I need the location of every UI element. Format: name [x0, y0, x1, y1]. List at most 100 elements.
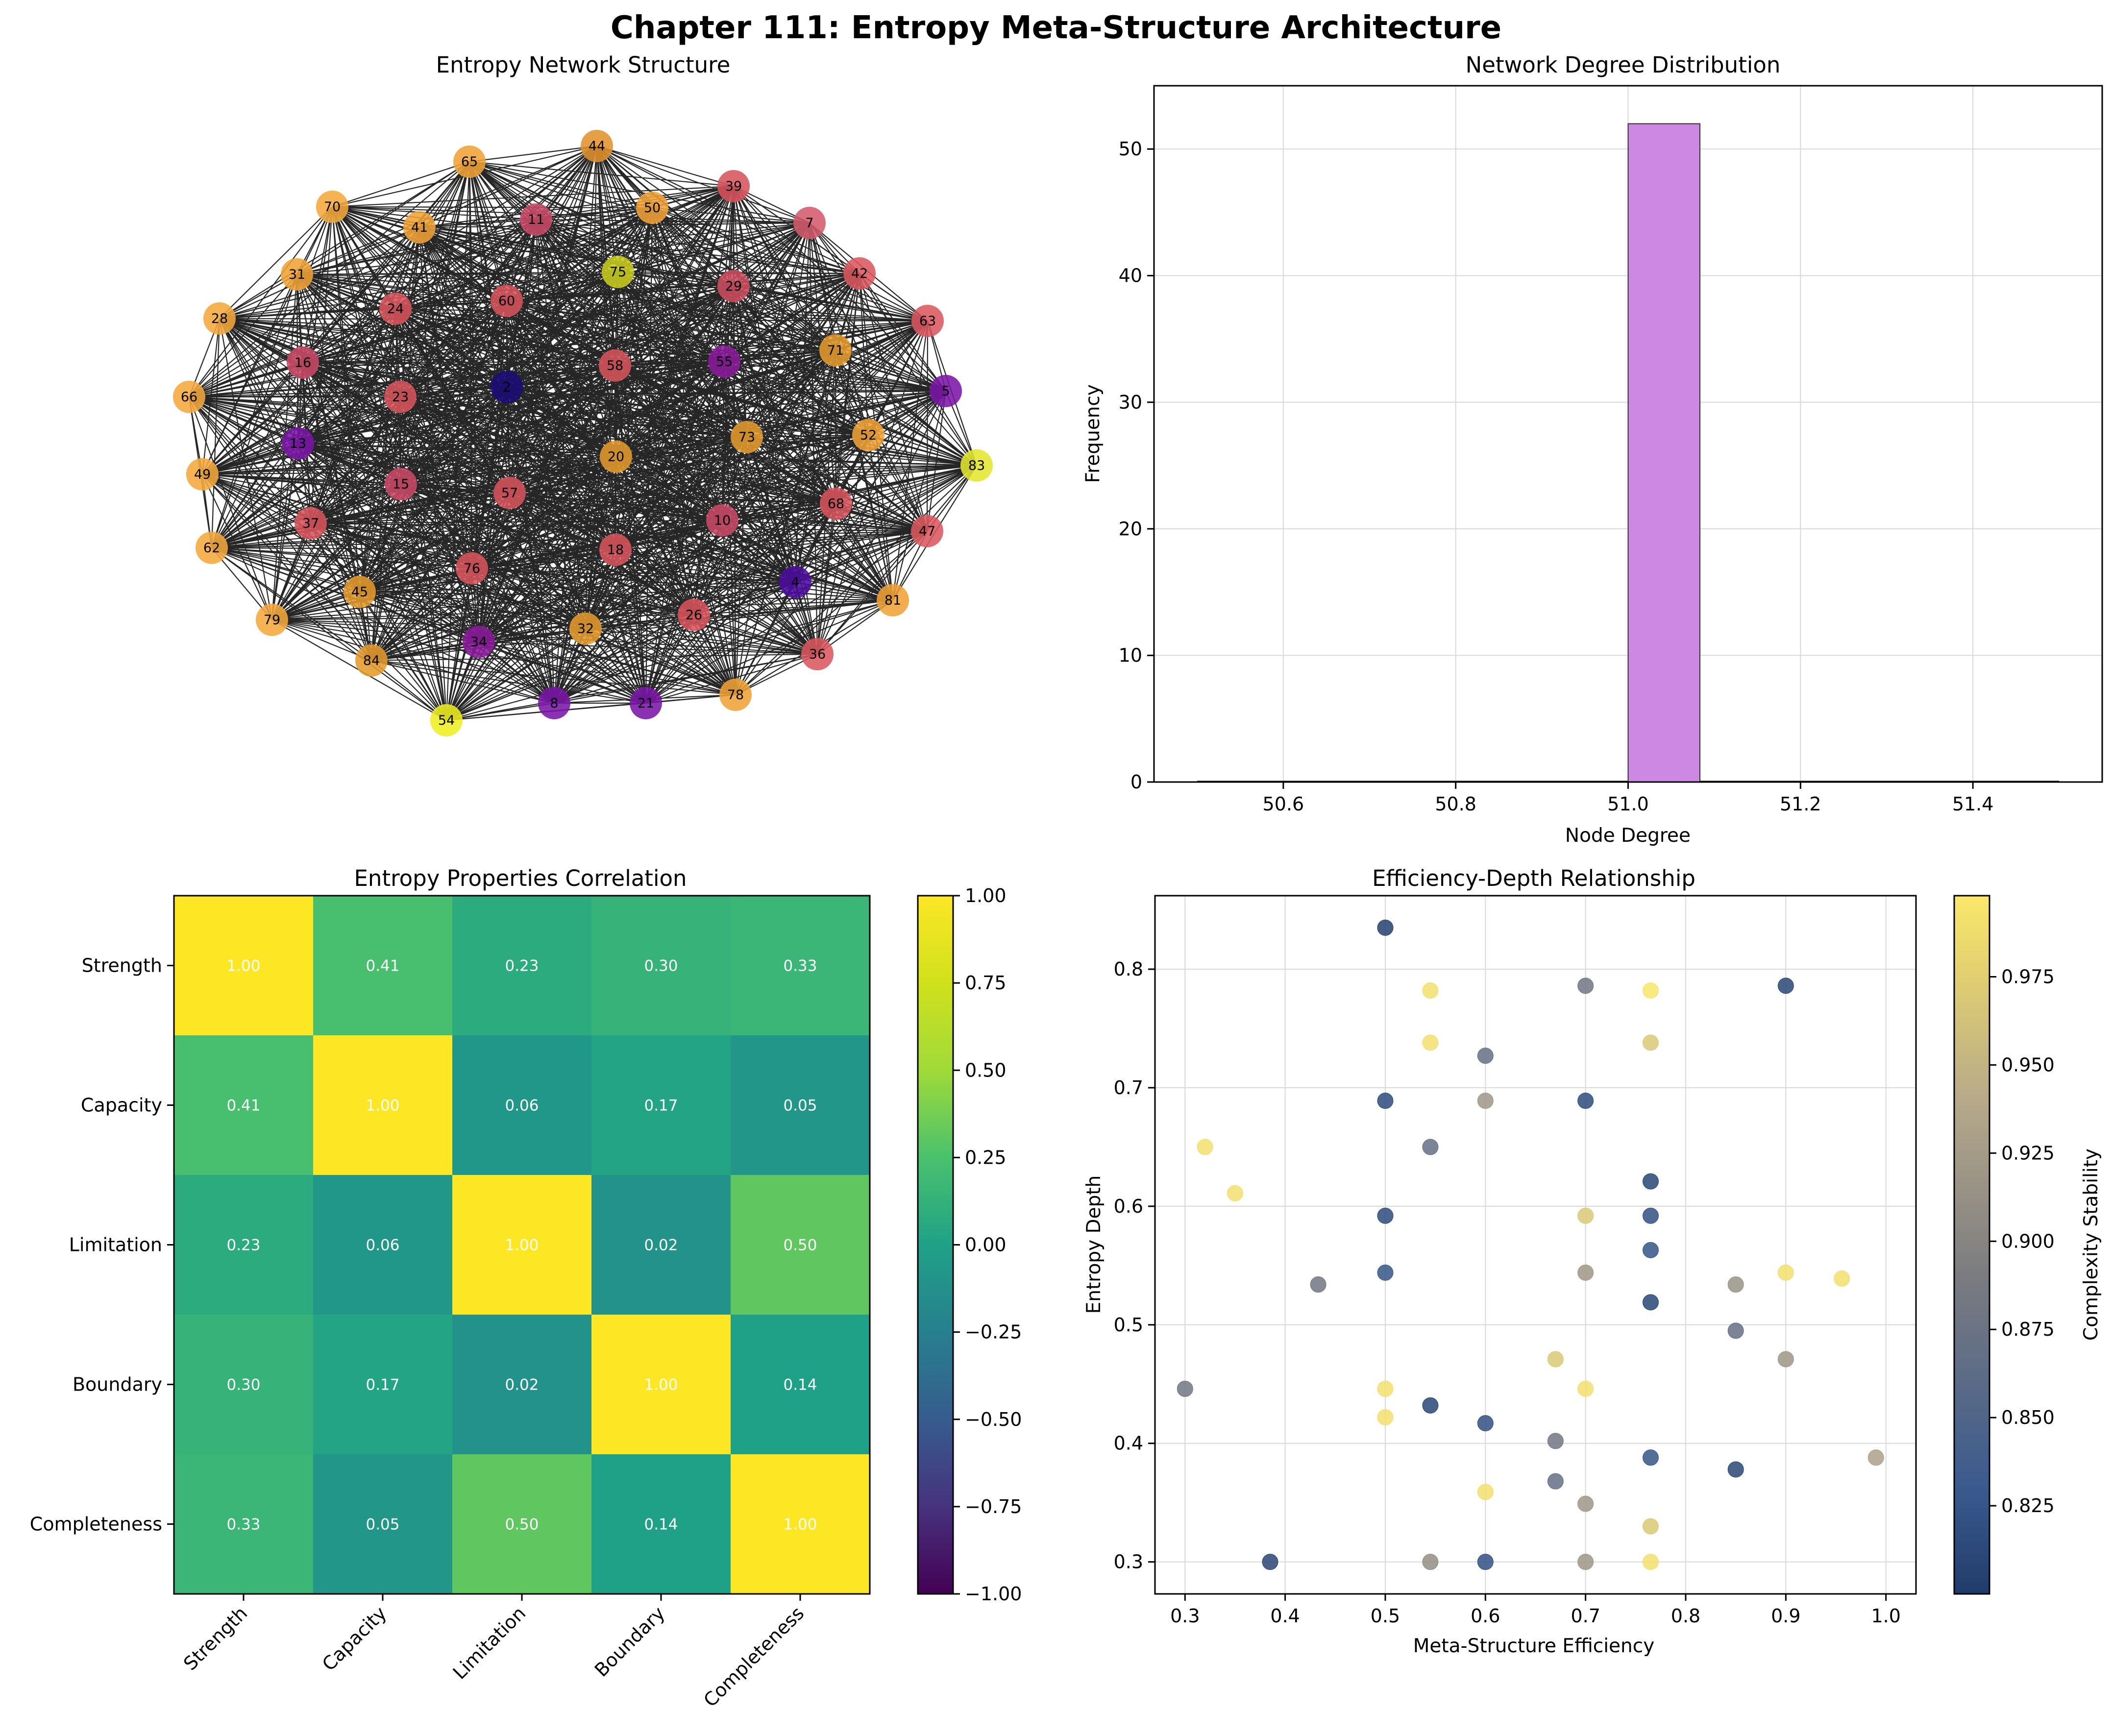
network-node [779, 566, 811, 598]
network-node [384, 381, 417, 413]
heatmap-cell [731, 1175, 870, 1315]
heatmap-cell-value: 0.05 [783, 1097, 817, 1115]
scatter-xtick-label: 0.8 [1671, 1605, 1700, 1627]
network-node-label: 54 [438, 713, 455, 728]
network-node [403, 211, 436, 244]
network-node-label: 4 [791, 575, 799, 590]
degree-title: Network Degree Distribution [1466, 52, 1781, 78]
heatmap-colorbar-tick-label: 0.50 [965, 1059, 1007, 1081]
network-node [602, 256, 634, 288]
network-node-label: 76 [464, 561, 480, 576]
scatter-ytick-label: 0.8 [1114, 958, 1143, 980]
network-node-label: 15 [393, 477, 409, 492]
network-node [599, 349, 631, 382]
network-panel: Entropy Network Structure 44 65 39 11 50 7 70 4… [173, 52, 993, 736]
network-node-label: 68 [828, 496, 844, 512]
heatmap-cell-value: 0.33 [783, 957, 817, 975]
scatter-point [1377, 1207, 1394, 1224]
scatter-point [1377, 919, 1394, 936]
network-node [717, 170, 750, 202]
network-node-label: 57 [501, 486, 518, 501]
degree-ytick-label: 0 [1130, 771, 1142, 793]
scatter-point [1377, 1093, 1394, 1109]
network-node [385, 468, 417, 500]
scatter-xtick-label: 0.6 [1471, 1605, 1500, 1627]
network-node [282, 427, 314, 460]
heatmap-ytick-label: Capacity [81, 1095, 162, 1116]
heatmap-colorbar-tick-label: 0.75 [965, 972, 1007, 994]
scatter-point [1777, 978, 1794, 994]
heatmap-cell-value: 0.23 [226, 1237, 260, 1254]
network-node [173, 381, 205, 413]
heatmap-title: Entropy Properties Correlation [354, 865, 687, 891]
heatmap-colorbar-tick-label: −0.25 [965, 1321, 1022, 1343]
network-node-label: 75 [610, 265, 626, 280]
scatter-colorbar-tick-label: 0.900 [2001, 1230, 2055, 1252]
scatter-ticks: 0.3 0.4 0.5 0.6 0.7 0.8 0.9 1.0 0.3 0.4 0.5 0.6 0.7 0… [1114, 958, 1901, 1627]
heatmap-xtick-label: Completeness [699, 1602, 808, 1711]
heatmap-cell-value: 0.06 [505, 1097, 539, 1115]
scatter-colorbar-tick-label: 0.850 [2001, 1407, 2055, 1428]
network-edges [188, 145, 978, 721]
network-node [877, 584, 909, 616]
network-node [491, 371, 523, 403]
network-node-label: 28 [211, 311, 228, 326]
network-node-label: 13 [290, 436, 306, 451]
heatmap-cell-value: 0.50 [505, 1516, 539, 1534]
heatmap-cell [731, 896, 870, 1035]
scatter-point [1642, 1207, 1659, 1224]
scatter-point [1577, 1554, 1594, 1570]
network-node [599, 534, 632, 566]
network-node [520, 203, 552, 236]
network-node [281, 258, 313, 291]
scatter-ytick-label: 0.5 [1114, 1314, 1143, 1336]
scatter-grid [1155, 896, 1916, 1594]
heatmap-cell [452, 1035, 591, 1175]
degree-ytick-label: 50 [1119, 138, 1142, 160]
network-node-label: 44 [589, 139, 605, 154]
scatter-point [1727, 1276, 1744, 1293]
scatter-point [1834, 1270, 1850, 1287]
scatter-point [1642, 1554, 1659, 1570]
heatmap-cell [313, 1035, 452, 1175]
scatter-point [1577, 978, 1594, 994]
heatmap-cell-value: 1.00 [366, 1097, 399, 1115]
scatter-colorbar-tick-label: 0.825 [2001, 1495, 2055, 1516]
scatter-colorbar-tick-label: 0.925 [2001, 1142, 2055, 1164]
scatter-xtick-label: 0.9 [1771, 1605, 1800, 1627]
scatter-ytick-label: 0.4 [1114, 1433, 1143, 1454]
scatter-point [1577, 1495, 1594, 1512]
heatmap-ytick-label: Limitation [69, 1234, 162, 1256]
network-node [731, 421, 763, 453]
network-node [186, 458, 219, 490]
scatter-ytick-label: 0.7 [1114, 1077, 1143, 1099]
heatmap-cell-value: 0.41 [366, 957, 399, 975]
heatmap-colorbar-ticks: 1.00 0.75 0.50 0.25 0.00 −0.25 −0.50 −0.75 −1.00 [953, 885, 1022, 1605]
scatter-point [1477, 1484, 1494, 1500]
heatmap-cell-value: 0.33 [226, 1516, 260, 1534]
network-node [256, 604, 288, 636]
network-node-label: 66 [181, 390, 197, 405]
heatmap-cell [591, 1175, 731, 1315]
scatter-xlabel: Meta-Structure Efficiency [1413, 1635, 1655, 1657]
network-node-label: 52 [860, 428, 877, 443]
network-node [911, 305, 944, 337]
scatter-point [1422, 982, 1439, 999]
network-node [287, 346, 319, 379]
network-node-label: 34 [470, 635, 487, 650]
heatmap-xtick-label: Strength [179, 1602, 251, 1674]
scatter-point [1377, 1380, 1394, 1397]
network-node-label: 32 [577, 621, 594, 636]
degree-xtick-label: 51.0 [1607, 793, 1649, 815]
heatmap-cell-value: 1.00 [783, 1516, 817, 1534]
scatter-point [1727, 1322, 1744, 1339]
network-node [569, 612, 602, 645]
scatter-point [1577, 1093, 1594, 1109]
network-node [930, 375, 962, 407]
heatmap-cell [731, 1315, 870, 1454]
network-node-label: 16 [295, 355, 311, 370]
scatter-point [1777, 1264, 1794, 1281]
degree-ytick-label: 20 [1119, 518, 1142, 539]
network-node-label: 23 [392, 390, 409, 405]
scatter-point [1177, 1380, 1193, 1397]
